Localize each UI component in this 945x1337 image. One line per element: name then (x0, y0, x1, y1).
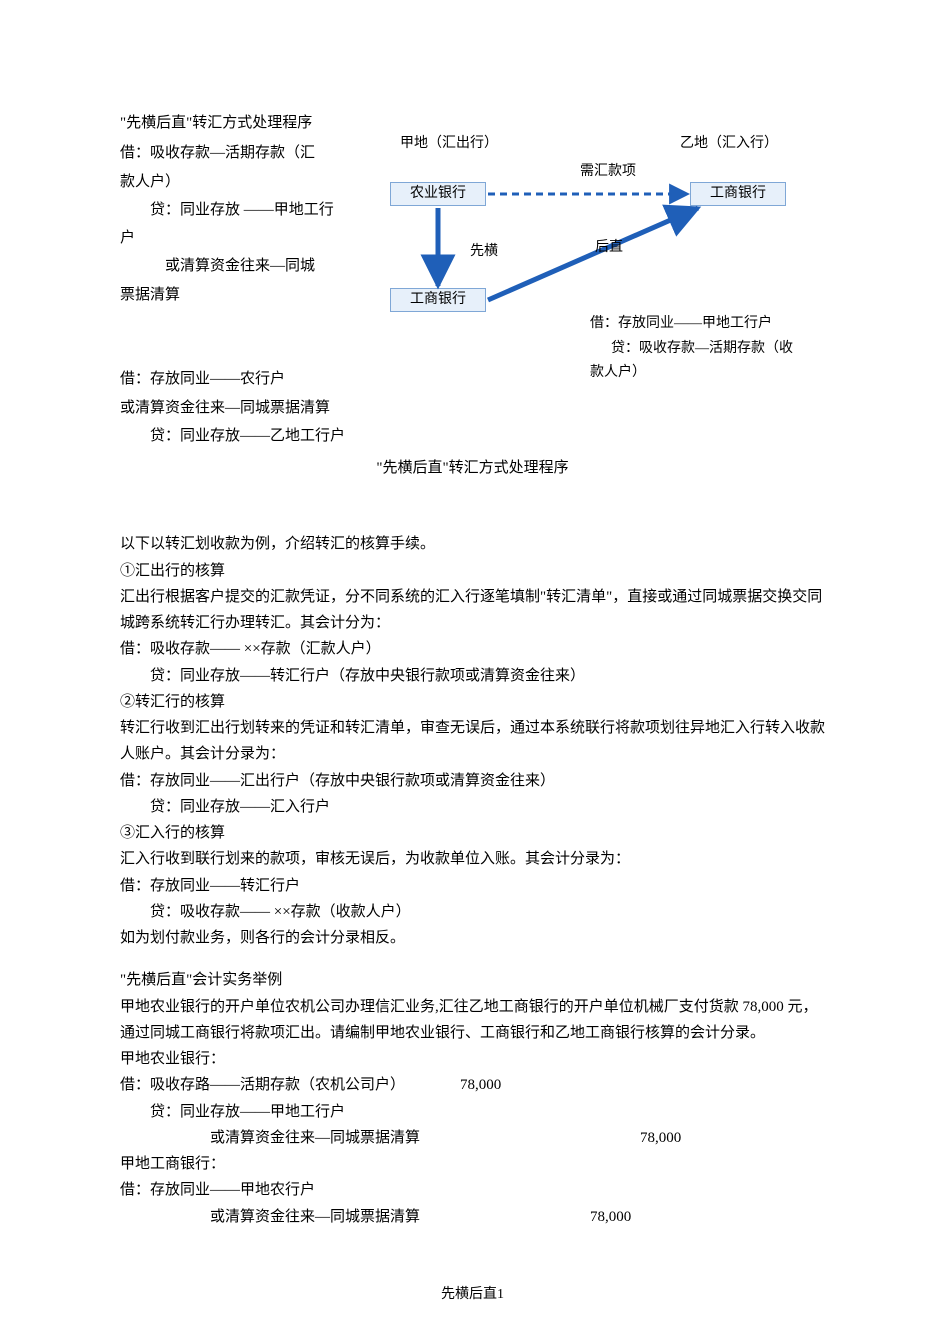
section-heading: ①汇出行的核算 (120, 558, 825, 584)
example-bank-a-heading: 甲地农业银行： (120, 1046, 825, 1072)
example-bank-b-heading: 甲地工商银行： (120, 1151, 825, 1177)
example-heading: "先横后直"会计实务举例 (120, 967, 825, 993)
diagram-label-loc-a: 甲地（汇出行） (400, 132, 498, 157)
entry-line: 或清算资金往来—同城票据清算 78,000 (120, 1125, 825, 1151)
section-heading: ③汇入行的核算 (120, 820, 825, 846)
entry-line: 或清算资金往来—同城票据清算 78,000 (120, 1204, 825, 1230)
diagram-node-a2: 工商银行 (390, 288, 486, 312)
page-footer: 先横后直1 (0, 1283, 945, 1308)
text-line: 贷：同业存放 ——甲地工行 (120, 197, 380, 223)
diagram-node-a1: 农业银行 (390, 182, 486, 206)
diagram-row: 借：吸收存款—活期存款（汇 款人户） 贷：同业存放 ——甲地工行 户 或清算资金… (120, 140, 825, 360)
text-line: 票据清算 (120, 282, 380, 308)
text-line: 或清算资金往来—同城 (120, 253, 380, 279)
entry-amount: 78,000 (640, 1125, 681, 1151)
entry-desc: 或清算资金往来—同城票据清算 (120, 1204, 590, 1230)
entry-line: 借：吸收存路——活期存款（农机公司户） 78,000 (120, 1072, 825, 1098)
flow-diagram: 甲地（汇出行） 乙地（汇入行） 需汇款项 农业银行 工商银行 工商银行 (380, 140, 860, 360)
diagram-label-need: 需汇款项 (580, 160, 636, 185)
credit-line: 贷：同业存放——转汇行户（存放中央银行款项或清算资金往来） (120, 663, 825, 689)
debit-line: 借：存放同业——转汇行户 (120, 873, 825, 899)
text-line: 贷：吸收存款—活期存款（收 (590, 337, 860, 362)
entry-line: 借：存放同业——甲地农行户 (120, 1177, 825, 1203)
diagram-label-loc-b: 乙地（汇入行） (680, 132, 778, 157)
entry-line: 贷：同业存放——甲地工行户 (120, 1099, 825, 1125)
section-heading: ②转汇行的核算 (120, 689, 825, 715)
example-section: "先横后直"会计实务举例 甲地农业银行的开户单位农机公司办理信汇业务,汇往乙地工… (120, 967, 825, 1230)
section-1: ①汇出行的核算 汇出行根据客户提交的汇款凭证，分不同系统的汇入行逐笔填制"转汇清… (120, 558, 825, 689)
section-paragraph: 转汇行收到汇出行划转来的凭证和转汇清单，审查无误后，通过本系统联行将款项划往异地… (120, 715, 825, 768)
text-line: 款人户） (120, 169, 380, 195)
section-3: ③汇入行的核算 汇入行收到联行划来的款项，审核无误后，为收款单位入账。其会计分录… (120, 820, 825, 951)
diagram-edge-label-hor: 先横 (470, 240, 498, 265)
section-paragraph: 汇入行收到联行划来的款项，审核无误后，为收款单位入账。其会计分录为： (120, 846, 825, 872)
text-line: 或清算资金往来—同城票据清算 (120, 395, 825, 421)
example-paragraph: 甲地农业银行的开户单位农机公司办理信汇业务,汇往乙地工商银行的开户单位机械厂支付… (120, 994, 825, 1047)
text-line: 户 (120, 225, 380, 251)
diagram-node-b: 工商银行 (690, 182, 786, 206)
diagram-right-text: 借：存放同业——甲地工行户 贷：吸收存款—活期存款（收 款人户） (590, 312, 860, 386)
credit-line: 贷：同业存放——汇入行户 (120, 794, 825, 820)
diagram-caption: "先横后直"转汇方式处理程序 (120, 455, 825, 481)
diagram-left-text: 借：吸收存款—活期存款（汇 款人户） 贷：同业存放 ——甲地工行 户 或清算资金… (120, 140, 380, 310)
section-paragraph: 汇出行根据客户提交的汇款凭证，分不同系统的汇入行逐笔填制"转汇清单"，直接或通过… (120, 584, 825, 637)
entry-desc: 借：吸收存路——活期存款（农机公司户） (120, 1072, 460, 1098)
debit-line: 借：存放同业——汇出行户（存放中央银行款项或清算资金往来） (120, 768, 825, 794)
credit-line: 贷：吸收存款—— ××存款（收款人户） (120, 899, 825, 925)
text-line: 款人户） (590, 361, 860, 386)
text-line: 借：吸收存款—活期存款（汇 (120, 140, 380, 166)
text-line: 贷：同业存放——乙地工行户 (120, 423, 825, 449)
entry-desc: 或清算资金往来—同城票据清算 (120, 1125, 640, 1151)
entry-amount: 78,000 (460, 1072, 501, 1098)
debit-line: 借：吸收存款—— ××存款（汇款人户） (120, 636, 825, 662)
text-line: 借：存放同业——甲地工行户 (590, 312, 860, 337)
body-intro: 以下以转汇划收款为例，介绍转汇的核算手续。 (120, 531, 825, 557)
note-line: 如为划付款业务，则各行的会计分录相反。 (120, 925, 825, 951)
section-2: ②转汇行的核算 转汇行收到汇出行划转来的凭证和转汇清单，审查无误后，通过本系统联… (120, 689, 825, 820)
diagram-edge-label-diag: 后直 (595, 236, 623, 261)
entry-amount: 78,000 (590, 1204, 631, 1230)
